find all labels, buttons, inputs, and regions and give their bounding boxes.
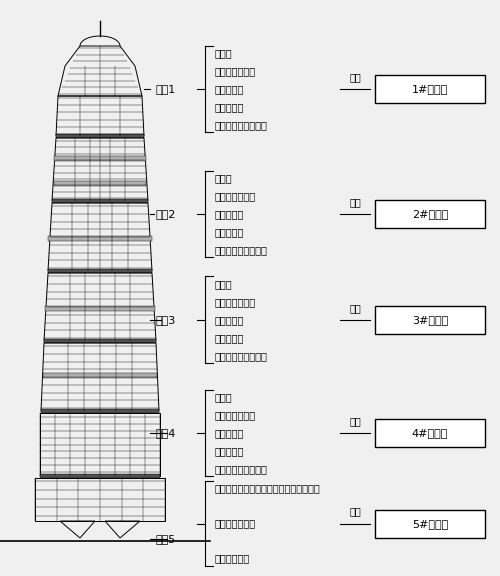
Text: 风速仪: 风速仪: [215, 279, 232, 289]
Text: 温度传感器: 温度传感器: [215, 428, 244, 438]
Text: 热点4: 热点4: [155, 428, 176, 438]
Bar: [54, 156, 146, 161]
Text: 热点1: 热点1: [155, 84, 176, 94]
Bar: [375, 419, 485, 447]
Text: 加速度传感器: 加速度传感器: [215, 554, 250, 563]
Bar: [40, 413, 160, 476]
Bar: [41, 409, 159, 413]
Bar: [375, 306, 485, 334]
Text: 有线: 有线: [349, 506, 361, 517]
Text: 加速度、位移传感器: 加速度、位移传感器: [215, 245, 268, 255]
Text: 温度传感器: 温度传感器: [215, 84, 244, 94]
Text: 热点5: 热点5: [155, 533, 176, 544]
Bar: [54, 181, 146, 186]
Text: 应力应变传感器: 应力应变传感器: [215, 66, 256, 76]
Bar: [375, 75, 485, 103]
Text: 3#采集筱: 3#采集筱: [412, 314, 448, 325]
Text: 风速仪: 风速仪: [215, 48, 232, 58]
Text: 有线: 有线: [349, 302, 361, 313]
Text: 有线: 有线: [349, 197, 361, 207]
Text: 应力应变传感器: 应力应变传感器: [215, 518, 256, 529]
Bar: [56, 134, 144, 138]
Text: 应力应变传感器: 应力应变传感器: [215, 410, 256, 420]
Text: 温度传感器: 温度传感器: [215, 209, 244, 219]
Bar: [375, 510, 485, 537]
Text: 风速仪: 风速仪: [215, 392, 232, 402]
Text: 热点2: 热点2: [155, 209, 176, 219]
Text: 风压传感器: 风压传感器: [215, 103, 244, 112]
Text: 有线: 有线: [349, 72, 361, 82]
Text: 2#采集筱: 2#采集筱: [412, 209, 448, 219]
Bar: [48, 269, 152, 273]
Bar: [52, 199, 148, 203]
Text: 温度传感器: 温度传感器: [215, 314, 244, 325]
Text: 有线: 有线: [349, 416, 361, 426]
Text: 热点3: 热点3: [155, 314, 176, 325]
Text: 应力应变传感器: 应力应变传感器: [215, 191, 256, 201]
Text: 强震仪（有条件，例如有健康监测系统）: 强震仪（有条件，例如有健康监测系统）: [215, 484, 321, 494]
Text: 风压传感器: 风压传感器: [215, 333, 244, 343]
Text: 风速仪: 风速仪: [215, 173, 232, 183]
Bar: [35, 478, 165, 521]
Text: 1#采集筱: 1#采集筱: [412, 84, 448, 94]
Bar: [45, 306, 155, 311]
Text: 4#采集筱: 4#采集筱: [412, 428, 448, 438]
Text: 风压传感器: 风压传感器: [215, 228, 244, 237]
Bar: [375, 200, 485, 228]
Text: 加速度、位移传感器: 加速度、位移传感器: [215, 351, 268, 361]
Bar: [44, 339, 156, 343]
Bar: [40, 474, 160, 478]
Text: 加速度、位移传感器: 加速度、位移传感器: [215, 120, 268, 130]
Bar: [48, 236, 152, 241]
Text: 5#采集筱: 5#采集筱: [412, 518, 448, 529]
Text: 风压传感器: 风压传感器: [215, 446, 244, 456]
Text: 加速度、位移传感器: 加速度、位移传感器: [215, 464, 268, 474]
Bar: [43, 373, 157, 378]
Text: 应力应变传感器: 应力应变传感器: [215, 297, 256, 306]
